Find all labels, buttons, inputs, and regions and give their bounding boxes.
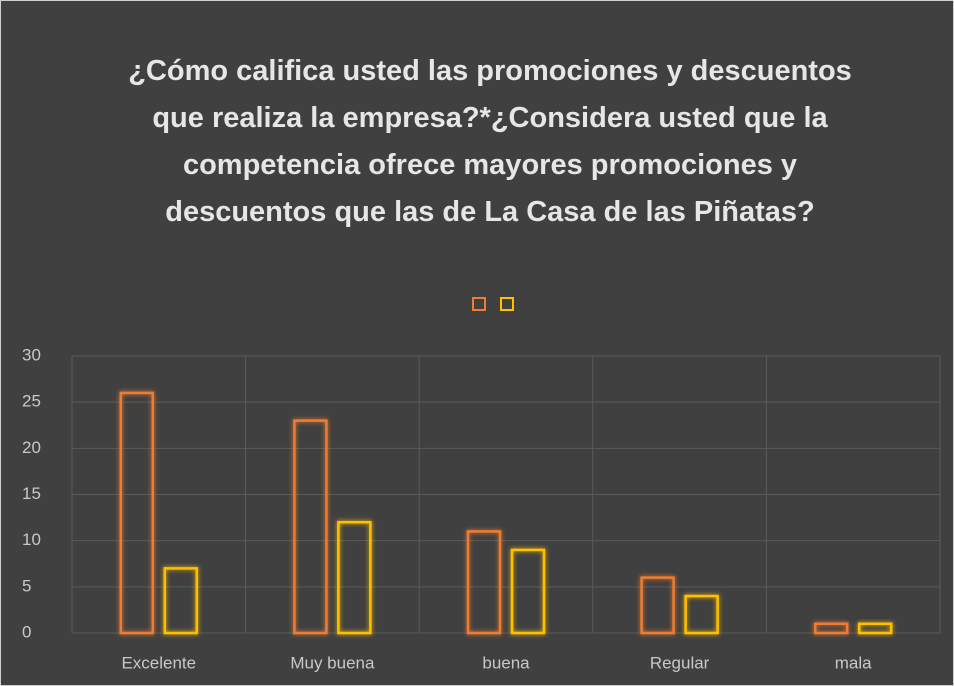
y-tick-label: 25 <box>22 392 41 411</box>
y-tick-label: 0 <box>22 622 31 641</box>
bar <box>119 391 155 635</box>
x-tick-label: mala <box>835 653 872 672</box>
bar <box>857 622 893 635</box>
bar <box>293 419 328 635</box>
bar <box>640 576 675 635</box>
y-tick-label: 10 <box>22 530 41 549</box>
x-tick-label: Excelente <box>121 653 196 672</box>
bar <box>163 567 199 635</box>
bar <box>510 548 546 635</box>
bar <box>813 622 849 635</box>
bar <box>337 520 372 635</box>
y-tick-label: 15 <box>22 484 41 503</box>
bar <box>684 594 719 635</box>
y-tick-label: 5 <box>22 576 31 595</box>
y-tick-label: 30 <box>22 345 41 364</box>
legend-key <box>472 297 486 311</box>
legend-key <box>500 297 514 311</box>
y-tick-label: 20 <box>22 438 41 457</box>
bar <box>466 530 502 635</box>
x-tick-label: Muy buena <box>290 653 375 672</box>
x-tick-label: Regular <box>650 653 710 672</box>
x-tick-label: buena <box>482 653 530 672</box>
chart-title: ¿Cómo califica usted las promociones y d… <box>128 55 852 228</box>
